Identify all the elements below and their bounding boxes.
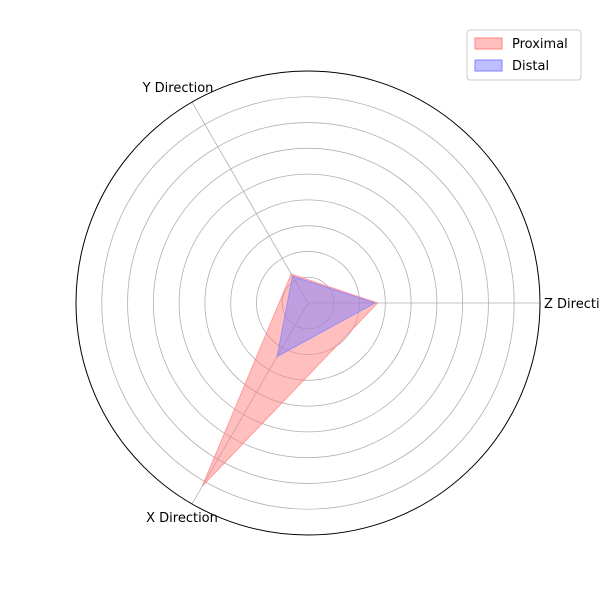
legend-swatch-distal xyxy=(474,59,503,72)
outer-frame xyxy=(75,70,541,536)
legend-label-distal: Distal xyxy=(512,59,549,74)
axis-labels: Z Direction Y Direction X Direction xyxy=(142,81,600,526)
series-polygon-proximal xyxy=(201,273,379,487)
axis-label-z: Z Direction xyxy=(544,297,600,312)
series-layer xyxy=(201,273,379,487)
series-polygon-distal xyxy=(276,275,377,358)
axis-label-y: Y Direction xyxy=(142,81,214,96)
legend-swatch-proximal xyxy=(474,37,503,50)
axis-label-x: X Direction xyxy=(146,511,218,526)
legend: Proximal Distal xyxy=(466,29,582,81)
grid-spoke-2 xyxy=(191,101,309,304)
legend-label-proximal: Proximal xyxy=(512,37,568,52)
